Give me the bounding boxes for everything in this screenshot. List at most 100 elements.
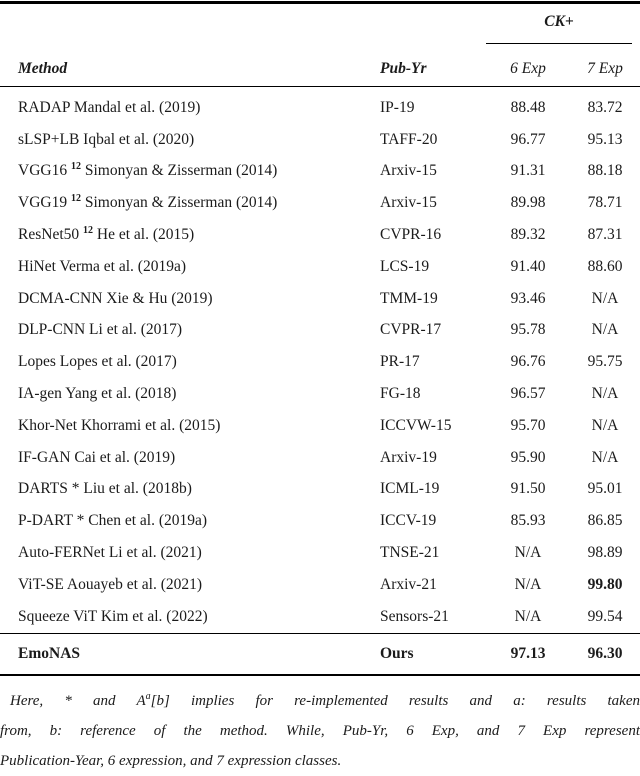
- table-row: ResNet50 12 He et al. (2015) CVPR-16 89.32…: [0, 219, 640, 251]
- six-exp-cell: 97.13: [510, 644, 546, 662]
- group-header-underline: [486, 42, 632, 44]
- table-row: Auto-FERNet Li et al. (2021) TNSE-21 N/A 98…: [0, 537, 640, 569]
- footnote-line-2: from, b: reference of the method. While,…: [0, 723, 640, 739]
- six-exp-cell: N/A: [514, 544, 542, 562]
- footnote-line1-post: [b] implies for re-implemented results a…: [150, 693, 640, 709]
- six-exp-cell: N/A: [514, 607, 542, 625]
- method-cell: HiNet Verma et al. (2019a): [18, 257, 187, 275]
- seven-exp-cell: 99.80: [587, 575, 623, 593]
- method-cell: DCMA-CNN Xie & Hu (2019): [18, 289, 213, 307]
- table-row: Lopes Lopes et al. (2017) PR-17 96.76 95.75: [0, 346, 640, 378]
- table-body: RADAP Mandal et al. (2019) IP-19 88.48 83.7…: [0, 92, 640, 633]
- pub-year-cell: ICCV-19: [380, 512, 437, 530]
- seven-exp-cell: N/A: [591, 321, 619, 339]
- six-exp-cell: 85.93: [510, 512, 546, 530]
- six-exp-cell: 91.40: [510, 257, 546, 275]
- seven-exp-cell: 88.18: [587, 162, 623, 180]
- pub-year-cell: PR-17: [380, 353, 420, 371]
- table-row: VGG16 12 Simonyan & Zisserman (2014) Arxi…: [0, 156, 640, 188]
- method-cell: Lopes Lopes et al. (2017): [18, 353, 177, 371]
- seven-exp-cell: N/A: [591, 416, 619, 434]
- pub-year-cell: Sensors-21: [380, 607, 449, 625]
- seven-exp-cell: 99.54: [587, 607, 623, 625]
- table-header-row: Method Pub-Yr 6 Exp 7 Exp: [0, 52, 640, 85]
- footnote-superscript-a: a: [145, 691, 151, 702]
- seven-exp-cell: 86.85: [587, 512, 623, 530]
- column-header-method: Method: [18, 59, 68, 77]
- six-exp-cell: 95.90: [510, 448, 546, 466]
- group-header-ck: CK+: [544, 13, 574, 30]
- seven-exp-cell: N/A: [591, 289, 619, 307]
- top-rule: [0, 1, 640, 4]
- seven-exp-cell: 78.71: [587, 194, 623, 212]
- bottom-rule: [0, 673, 640, 676]
- pub-year-cell: TMM-19: [380, 289, 438, 307]
- method-cell: Auto-FERNet Li et al. (2021): [18, 544, 202, 562]
- header-bottom-rule: [0, 85, 640, 88]
- pub-year-cell: TNSE-21: [380, 544, 440, 562]
- table-row: VGG19 12 Simonyan & Zisserman (2014) Arxi…: [0, 187, 640, 219]
- method-cell: Khor-Net Khorrami et al. (2015): [18, 416, 221, 434]
- method-cell: EmoNAS: [18, 644, 81, 662]
- method-cell: IA-gen Yang et al. (2018): [18, 385, 177, 403]
- method-cell: RADAP Mandal et al. (2019): [18, 98, 201, 116]
- method-cell: DARTS * Liu et al. (2018b): [18, 480, 192, 498]
- pub-year-cell: CVPR-17: [380, 321, 442, 339]
- pub-year-cell: ICCVW-15: [380, 416, 452, 434]
- table-row: DLP-CNN Li et al. (2017) CVPR-17 95.78 N/A: [0, 315, 640, 347]
- method-cell: P-DART * Chen et al. (2019a): [18, 512, 208, 530]
- six-exp-cell: 91.31: [510, 162, 546, 180]
- table-row: HiNet Verma et al. (2019a) LCS-19 91.40 88.…: [0, 251, 640, 283]
- seven-exp-cell: 88.60: [587, 257, 623, 275]
- footnote: Here, * and Aa[b] implies for re-impleme…: [0, 686, 640, 776]
- six-exp-cell: 96.57: [510, 385, 546, 403]
- method-cell: VGG19 12 Simonyan & Zisserman (2014): [18, 193, 278, 212]
- seven-exp-cell: 95.13: [587, 130, 623, 148]
- column-header-6exp: 6 Exp: [510, 59, 546, 77]
- table-row-emonas: EmoNAS Ours 97.13 96.30: [0, 634, 640, 673]
- method-superscript: 12: [83, 224, 94, 236]
- method-cell: sLSP+LB Iqbal et al. (2020): [18, 130, 195, 148]
- six-exp-cell: 89.98: [510, 194, 546, 212]
- seven-exp-cell: 83.72: [587, 98, 623, 116]
- seven-exp-cell: 95.75: [587, 353, 623, 371]
- seven-exp-cell: 87.31: [587, 226, 623, 244]
- footnote-line-3: Publication-Year, 6 expression, and 7 ex…: [0, 753, 342, 769]
- pub-year-cell: IP-19: [380, 98, 415, 116]
- table-row: RADAP Mandal et al. (2019) IP-19 88.48 83.7…: [0, 92, 640, 124]
- table-row: DARTS * Liu et al. (2018b) ICML-19 91.50 95…: [0, 474, 640, 506]
- six-exp-cell: 96.76: [510, 353, 546, 371]
- pub-year-cell: Ours: [380, 644, 414, 662]
- pub-year-cell: ICML-19: [380, 480, 440, 498]
- six-exp-cell: 96.77: [510, 130, 546, 148]
- pub-year-cell: Arxiv-19: [380, 448, 437, 466]
- six-exp-cell: 88.48: [510, 98, 546, 116]
- pub-year-cell: TAFF-20: [380, 130, 438, 148]
- method-superscript: 12: [70, 193, 81, 205]
- table-row: sLSP+LB Iqbal et al. (2020) TAFF-20 96.77 9…: [0, 124, 640, 156]
- column-header-7exp: 7 Exp: [587, 59, 623, 77]
- method-cell: IF-GAN Cai et al. (2019): [18, 448, 176, 466]
- six-exp-cell: N/A: [514, 575, 542, 593]
- table-row: DCMA-CNN Xie & Hu (2019) TMM-19 93.46 N/A: [0, 283, 640, 315]
- pub-year-cell: FG-18: [380, 385, 421, 403]
- seven-exp-cell: 98.89: [587, 544, 623, 562]
- table-row: Squeeze ViT Kim et al. (2022) Sensors-21 N…: [0, 601, 640, 633]
- seven-exp-cell: 95.01: [587, 480, 623, 498]
- method-cell: DLP-CNN Li et al. (2017): [18, 321, 183, 339]
- pub-year-cell: Arxiv-15: [380, 162, 437, 180]
- seven-exp-cell: N/A: [591, 385, 619, 403]
- footnote-line-1: Here, * and Aa[b] implies for re-impleme…: [0, 686, 640, 716]
- table-row: IA-gen Yang et al. (2018) FG-18 96.57 N/A: [0, 378, 640, 410]
- six-exp-cell: 95.70: [510, 416, 546, 434]
- method-cell: VGG16 12 Simonyan & Zisserman (2014): [18, 161, 278, 180]
- six-exp-cell: 95.78: [510, 321, 546, 339]
- six-exp-cell: 93.46: [510, 289, 546, 307]
- pub-year-cell: Arxiv-15: [380, 194, 437, 212]
- table-row: IF-GAN Cai et al. (2019) Arxiv-19 95.90 N/A: [0, 442, 640, 474]
- table-row: Khor-Net Khorrami et al. (2015) ICCVW-15 9…: [0, 410, 640, 442]
- pub-year-cell: CVPR-16: [380, 226, 442, 244]
- column-header-pub-yr: Pub-Yr: [380, 59, 427, 77]
- table-row: P-DART * Chen et al. (2019a) ICCV-19 85.93…: [0, 505, 640, 537]
